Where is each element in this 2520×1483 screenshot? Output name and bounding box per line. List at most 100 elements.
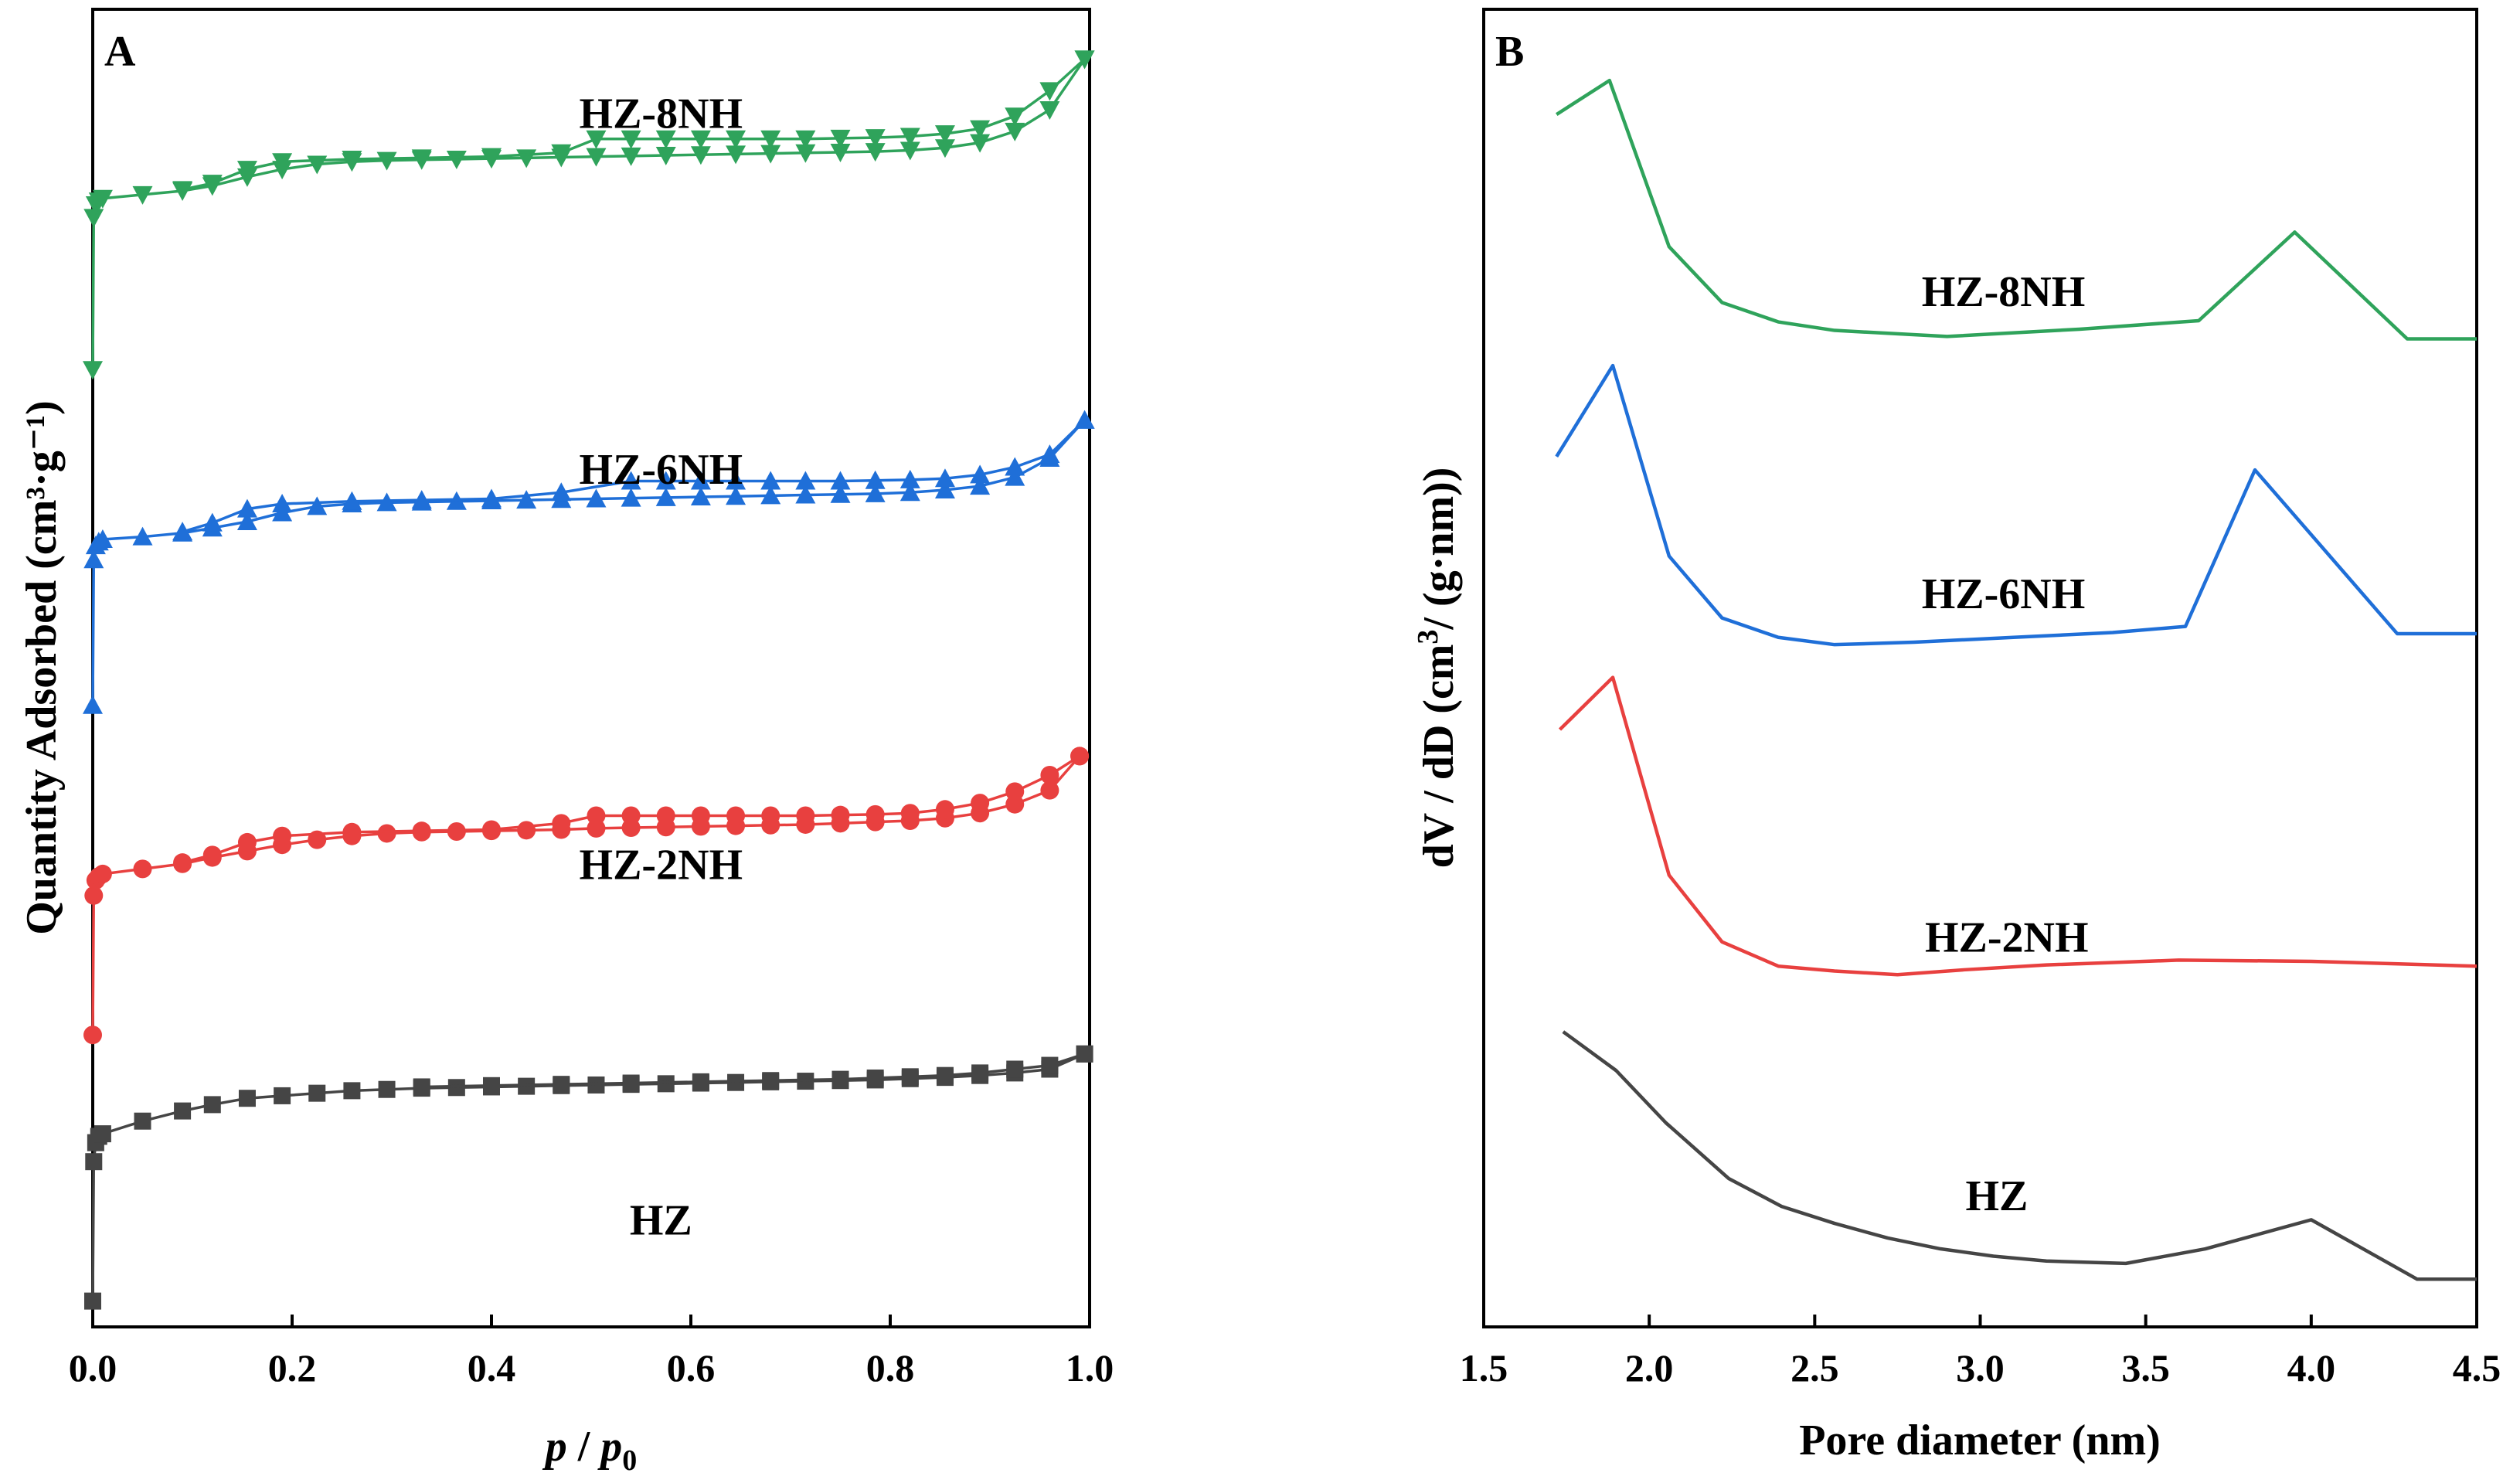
data-point (1074, 410, 1095, 429)
data-point (172, 522, 193, 541)
data-point (587, 818, 606, 838)
series-hz-6nh (83, 410, 1095, 714)
x-tick-label: 0.6 (667, 1346, 716, 1389)
panel-b-x-axis-title: Pore diameter (nm) (1799, 1417, 2161, 1464)
data-point (83, 1026, 102, 1045)
data-point (203, 1096, 221, 1114)
data-point (202, 512, 223, 532)
data-point (1039, 444, 1060, 464)
panel-a-x-ticks: 0.0 0.2 0.4 0.6 0.8 1.0 (69, 1315, 1114, 1389)
data-point (84, 886, 104, 905)
series-hz-line (1562, 1030, 2477, 1281)
data-point (726, 145, 746, 165)
data-point (84, 1292, 101, 1310)
data-point (901, 1068, 919, 1086)
data-point (133, 859, 152, 879)
x-tick-label: 0.4 (468, 1346, 516, 1389)
panel-b-frame (1482, 8, 2478, 1328)
series-hz-8nh-line (1556, 78, 2477, 341)
data-point (760, 145, 781, 164)
x-tick-label: 2.5 (1791, 1346, 1839, 1389)
data-point (865, 143, 886, 162)
panel-a-series-labels: HZ HZ-2NH HZ-6NH HZ-8NH (580, 90, 743, 1244)
data-point (236, 498, 257, 518)
data-point (237, 832, 257, 852)
data-point (92, 529, 113, 548)
data-point (621, 471, 641, 490)
panel-a-letter: A (104, 28, 136, 76)
data-point (936, 1066, 954, 1084)
data-point (900, 804, 920, 823)
data-point (83, 695, 103, 714)
x-tick-label: 2.0 (1625, 1346, 1674, 1389)
panel-b-x-ticks: 1.5 2.0 2.5 3.0 3.5 4.0 4.5 (1460, 1315, 2501, 1389)
series-hz-6nh-line (1555, 363, 2477, 647)
panel-a: A 0.0 0.2 0.4 0.6 0.8 1.0 HZ HZ-2NH HZ-6NH HZ-8N… (18, 8, 1114, 1477)
data-point (970, 476, 991, 495)
data-point (93, 864, 112, 883)
data-point (934, 125, 955, 145)
data-point (795, 485, 816, 504)
data-point (762, 1072, 780, 1090)
data-point (272, 494, 293, 513)
data-point (900, 141, 920, 161)
data-point (1039, 82, 1060, 101)
data-point (274, 1087, 291, 1104)
series-label: HZ (630, 1197, 692, 1245)
data-point (655, 147, 676, 166)
data-point (377, 824, 396, 843)
data-point (970, 134, 991, 153)
data-point (830, 143, 851, 162)
x-tick-label: 4.5 (2453, 1346, 2501, 1389)
series-hz (84, 1045, 1093, 1310)
data-point (482, 820, 501, 839)
data-point (690, 130, 711, 149)
data-point (202, 845, 222, 865)
data-point (587, 806, 606, 825)
data-point (900, 128, 920, 147)
data-point (552, 814, 571, 833)
data-point (656, 806, 675, 825)
data-point (446, 150, 467, 169)
data-point (1005, 107, 1025, 127)
data-point (94, 1125, 111, 1143)
data-point (1006, 1060, 1024, 1078)
data-point (132, 526, 153, 546)
data-point (307, 496, 328, 515)
data-point (760, 471, 781, 490)
data-point (1039, 101, 1060, 120)
data-point (934, 480, 955, 498)
panel-a-series (83, 50, 1095, 1310)
data-point (586, 488, 607, 508)
data-point (796, 806, 815, 825)
data-point (726, 130, 746, 149)
x-tick-label: 3.5 (2121, 1346, 2170, 1389)
data-point (1005, 782, 1025, 801)
data-point (726, 806, 746, 825)
data-point (273, 826, 292, 845)
data-point (726, 471, 746, 490)
series-label: HZ-2NH (1925, 913, 2089, 961)
data-point (865, 470, 886, 489)
data-point (1005, 467, 1025, 486)
x-tick-label: 0.0 (69, 1346, 117, 1389)
data-point (900, 469, 920, 488)
data-point (622, 1074, 640, 1092)
data-point (935, 800, 954, 819)
data-point (865, 129, 886, 148)
data-point (551, 482, 572, 502)
panel-b-letter: B (1495, 28, 1524, 76)
data-point (553, 1076, 570, 1094)
data-point (132, 185, 153, 205)
data-point (481, 488, 502, 508)
data-point (173, 853, 192, 872)
data-point (621, 806, 641, 825)
data-point (308, 1084, 326, 1102)
data-point (761, 806, 780, 825)
series-label: HZ-2NH (580, 841, 743, 889)
series-label: HZ-6NH (580, 446, 743, 494)
data-point (692, 1073, 709, 1090)
data-point (483, 1077, 500, 1094)
data-point (795, 471, 816, 490)
